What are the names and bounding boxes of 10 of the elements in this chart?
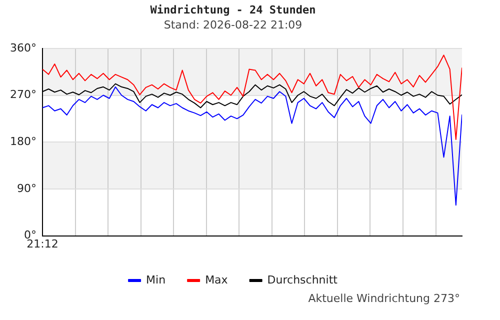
y-tick-label: 360° <box>10 41 36 54</box>
legend-label: Min <box>146 273 166 286</box>
y-tick-label: 270° <box>10 88 36 102</box>
text: Aktuelle Windrichtung 273° <box>308 292 460 305</box>
legend-label: Max <box>205 273 228 286</box>
y-tick-label: 180° <box>10 134 36 148</box>
legend-label: Durchschnitt <box>267 273 338 286</box>
chart-subtitle: Stand: 2026-08-22 21:09 <box>164 18 302 32</box>
y-tick-label: 90° <box>16 182 36 195</box>
chart-title: Windrichtung - 24 Stunden <box>150 3 316 16</box>
